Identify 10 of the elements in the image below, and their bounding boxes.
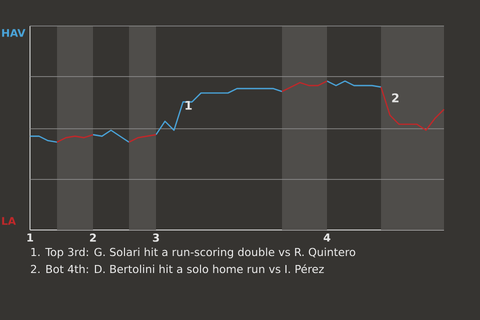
x-tick-label: 1 (27, 234, 34, 242)
annotation: 1 (186, 100, 192, 110)
x-tick-label: 3 (152, 234, 159, 242)
annotation: 2 (392, 93, 398, 102)
text: 2. Bot 4th: D. Bertolini hit a solo home run vs I. Pérez (31, 264, 324, 274)
text: HAV (2, 29, 26, 37)
text: 1. Top 3rd: G. Solari hit a run-scoring double vs R. Quintero (31, 248, 356, 258)
x-tick-label: 2 (90, 234, 96, 242)
text: LA (2, 217, 16, 225)
x-tick-label: 4 (324, 234, 330, 242)
